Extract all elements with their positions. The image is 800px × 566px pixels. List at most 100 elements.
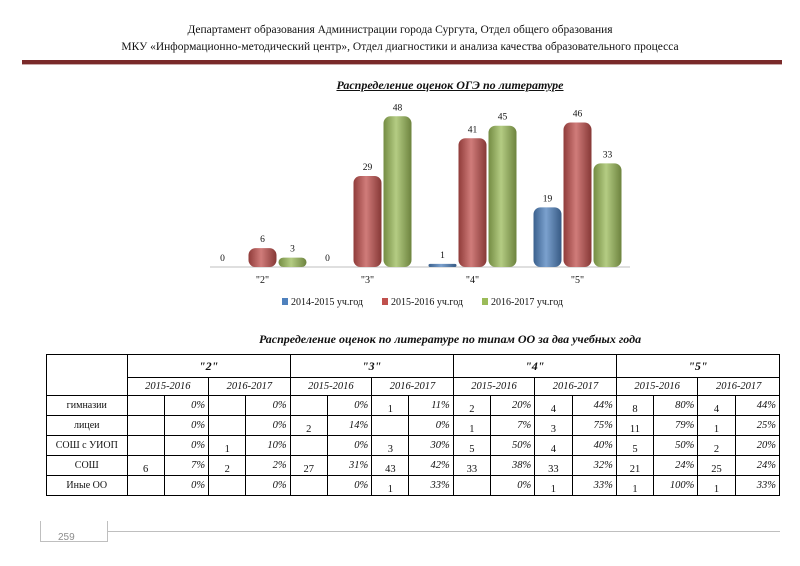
percent-cell: 10% [245,435,291,456]
percent-cell: 20% [734,435,781,456]
percent-cell: 0% [163,415,210,436]
percent-cell: 24% [734,455,781,476]
row-label: СОШ [46,455,128,476]
row-label: Иные ОО [46,475,128,496]
percent-cell: 0% [489,475,536,496]
count-cell: 2 [697,435,736,456]
row-label: гимназии [46,395,128,416]
percent-cell: 32% [571,455,617,476]
count-cell: 11 [615,415,655,436]
count-cell: 27 [289,455,328,476]
grade-header-2: "3" [289,354,454,378]
data-label-1-4: 19 [543,194,553,204]
data-label-1-1: 0 [220,254,225,264]
page-number: 259 [58,532,75,543]
percent-cell: 44% [571,395,617,416]
percent-cell: 79% [653,415,699,436]
data-label-3-2: 48 [393,103,403,113]
count-cell [208,415,247,436]
count-cell [289,435,328,456]
count-cell [126,435,165,456]
percent-cell: 0% [245,415,291,436]
legend-swatch-1 [282,298,288,305]
count-cell [126,415,165,436]
category-label-2: "3" [361,275,374,286]
row-label: СОШ с УИОП [46,435,128,456]
count-cell: 33 [534,455,573,476]
count-cell: 4 [534,395,573,416]
percent-cell: 42% [408,455,454,476]
year-header-1-1: 2015-2016 [126,377,210,396]
count-cell: 25 [697,455,736,476]
category-label-1: "2" [256,275,269,286]
count-cell [452,475,491,496]
percent-cell: 75% [571,415,617,436]
bar-1-4 [533,207,562,267]
percent-cell: 0% [163,435,210,456]
count-cell [126,395,165,416]
percent-cell: 0% [163,395,210,416]
count-cell: 1 [208,435,247,456]
count-cell: 1 [697,415,736,436]
count-cell: 1 [371,395,410,416]
count-cell [126,475,165,496]
grades-bar-chart: 0 6 3 "2" 0 29 48 "3" 1 41 45 "4" 19 46 33 "5" 2014-2015… [210,103,630,308]
percent-cell: 33% [734,475,781,496]
count-cell: 5 [615,435,655,456]
count-cell: 4 [534,435,573,456]
count-cell [208,475,247,496]
row-label: лицеи [46,415,128,436]
header-divider [22,60,782,65]
count-cell: 2 [452,395,491,416]
percent-cell: 0% [326,395,373,416]
bar-2-4 [563,122,592,267]
legend-swatch-3 [482,298,488,305]
count-cell: 8 [615,395,655,416]
count-cell: 5 [452,435,491,456]
percent-cell: 25% [734,415,781,436]
count-cell: 1 [615,475,655,496]
bar-3-3 [488,125,517,267]
count-cell [371,415,410,436]
category-label-3: "4" [466,275,479,286]
data-label-2-2: 29 [363,163,373,173]
count-cell: 2 [208,455,247,476]
percent-cell: 7% [489,415,536,436]
percent-cell: 7% [163,455,210,476]
percent-cell: 44% [734,395,781,416]
percent-cell: 80% [653,395,699,416]
count-cell: 43 [371,455,410,476]
data-label-1-3: 1 [440,251,445,261]
footer-divider [40,531,780,532]
percent-cell: 24% [653,455,699,476]
bar-1-3 [428,263,457,267]
category-label-4: "5" [571,275,584,286]
count-cell [289,475,328,496]
table-title: Распределение оценок по литературе по ти… [258,332,642,346]
percent-cell: 50% [653,435,699,456]
count-cell: 1 [452,415,491,436]
percent-cell: 20% [489,395,536,416]
year-header-2-1: 2015-2016 [289,377,373,396]
legend-label-2: 2015-2016 уч.год [391,297,463,308]
count-cell [289,395,328,416]
percent-cell: 0% [245,475,291,496]
bar-2-3 [458,138,487,267]
percent-cell: 0% [245,395,291,416]
year-header-3-1: 2015-2016 [452,377,536,396]
percent-cell: 33% [408,475,454,496]
data-label-3-3: 45 [498,113,508,123]
count-cell: 21 [615,455,655,476]
percent-cell: 33% [571,475,617,496]
data-label-2-3: 41 [468,125,478,135]
legend-swatch-2 [382,298,388,305]
count-cell: 33 [452,455,491,476]
data-label-3-1: 3 [290,245,295,255]
percent-cell: 50% [489,435,536,456]
table-row: лицеи 0% 0% 2 14% 0% 1 7% 3 75% 11 79% 1 25% [46,415,781,436]
count-cell [208,395,247,416]
legend-label-1: 2014-2015 уч.год [291,297,363,308]
grades-table: "2" "3" "4" "5" 2015-2016 2016-2017 2015-2016 2… [46,354,781,496]
count-cell: 1 [371,475,410,496]
table-row: Иные ОО 0% 0% 0% 1 33% 0% 1 33% 1 100% 1 33% [46,475,781,496]
